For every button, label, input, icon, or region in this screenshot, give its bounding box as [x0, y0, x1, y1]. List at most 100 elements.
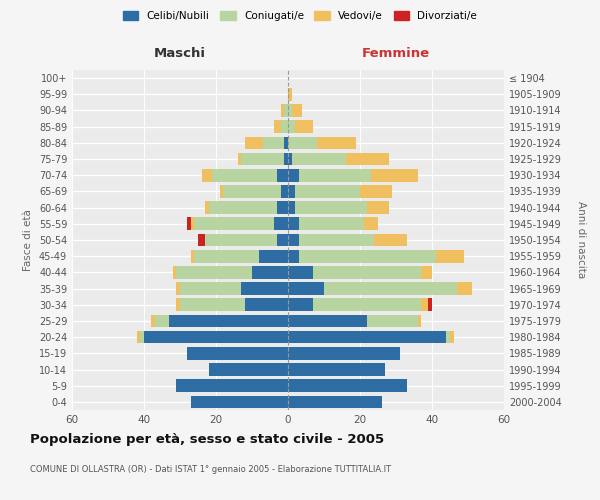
Bar	[317, 136, 356, 149]
Bar	[202, 169, 212, 181]
Bar	[428, 298, 432, 311]
Bar	[212, 169, 277, 181]
Bar	[288, 266, 313, 278]
Bar	[295, 185, 360, 198]
Bar	[446, 331, 450, 344]
Bar	[191, 250, 194, 262]
Bar	[288, 396, 382, 408]
Bar	[292, 104, 302, 117]
Bar	[288, 136, 317, 149]
Bar	[450, 331, 454, 344]
Bar	[137, 331, 140, 344]
Bar	[176, 266, 252, 278]
Bar	[238, 152, 241, 166]
Y-axis label: Fasce di età: Fasce di età	[23, 209, 33, 271]
Bar	[263, 136, 284, 149]
Bar	[281, 185, 288, 198]
Text: COMUNE DI OLLASTRA (OR) - Dati ISTAT 1° gennaio 2005 - Elaborazione TUTTITALIA.I: COMUNE DI OLLASTRA (OR) - Dati ISTAT 1° …	[30, 466, 391, 474]
Bar	[299, 250, 436, 262]
Bar	[295, 202, 367, 214]
Bar	[288, 380, 407, 392]
Bar	[277, 169, 288, 181]
Bar	[209, 202, 277, 214]
Bar	[288, 234, 299, 246]
Bar	[191, 396, 288, 408]
Bar	[245, 136, 263, 149]
Bar	[324, 282, 457, 295]
Bar	[367, 314, 418, 328]
Bar	[288, 169, 299, 181]
Bar	[288, 88, 292, 101]
Bar	[288, 298, 313, 311]
Bar	[176, 282, 180, 295]
Y-axis label: Anni di nascita: Anni di nascita	[575, 202, 586, 278]
Bar	[288, 152, 292, 166]
Bar	[364, 218, 378, 230]
Bar	[140, 331, 144, 344]
Bar	[346, 152, 389, 166]
Bar	[288, 218, 299, 230]
Bar	[288, 363, 385, 376]
Bar	[288, 185, 295, 198]
Bar	[313, 266, 421, 278]
Bar	[180, 282, 241, 295]
Bar	[284, 152, 288, 166]
Bar	[299, 234, 374, 246]
Bar	[205, 202, 209, 214]
Bar	[295, 120, 313, 133]
Bar	[274, 218, 288, 230]
Bar	[277, 202, 288, 214]
Bar	[288, 331, 446, 344]
Bar	[288, 120, 295, 133]
Bar	[277, 234, 288, 246]
Bar	[209, 363, 288, 376]
Bar	[191, 218, 194, 230]
Bar	[374, 234, 407, 246]
Bar	[281, 120, 288, 133]
Bar	[436, 250, 464, 262]
Bar	[151, 314, 155, 328]
Bar	[288, 202, 295, 214]
Bar	[169, 314, 288, 328]
Bar	[259, 250, 288, 262]
Text: Maschi: Maschi	[154, 47, 206, 60]
Bar	[155, 314, 169, 328]
Bar	[421, 298, 428, 311]
Bar	[245, 298, 288, 311]
Bar	[205, 234, 277, 246]
Bar	[288, 347, 400, 360]
Bar	[176, 298, 180, 311]
Bar	[421, 266, 432, 278]
Bar	[299, 218, 364, 230]
Bar	[457, 282, 472, 295]
Bar	[176, 380, 288, 392]
Text: Femmine: Femmine	[362, 47, 430, 60]
Bar	[180, 298, 245, 311]
Bar	[288, 250, 299, 262]
Bar	[281, 104, 284, 117]
Bar	[418, 314, 421, 328]
Bar	[367, 202, 389, 214]
Legend: Celibi/Nubili, Coniugati/e, Vedovi/e, Divorziati/e: Celibi/Nubili, Coniugati/e, Vedovi/e, Di…	[119, 8, 481, 24]
Bar	[241, 152, 284, 166]
Bar	[371, 169, 418, 181]
Bar	[223, 185, 281, 198]
Bar	[173, 266, 176, 278]
Bar	[288, 282, 324, 295]
Bar	[292, 152, 346, 166]
Bar	[198, 234, 205, 246]
Bar	[241, 282, 288, 295]
Bar	[187, 347, 288, 360]
Bar	[284, 136, 288, 149]
Bar	[220, 185, 223, 198]
Bar	[284, 104, 288, 117]
Bar	[194, 250, 259, 262]
Bar	[194, 218, 274, 230]
Bar	[288, 104, 292, 117]
Text: Popolazione per età, sesso e stato civile - 2005: Popolazione per età, sesso e stato civil…	[30, 432, 384, 446]
Bar	[187, 218, 191, 230]
Bar	[360, 185, 392, 198]
Bar	[313, 298, 421, 311]
Bar	[274, 120, 281, 133]
Bar	[252, 266, 288, 278]
